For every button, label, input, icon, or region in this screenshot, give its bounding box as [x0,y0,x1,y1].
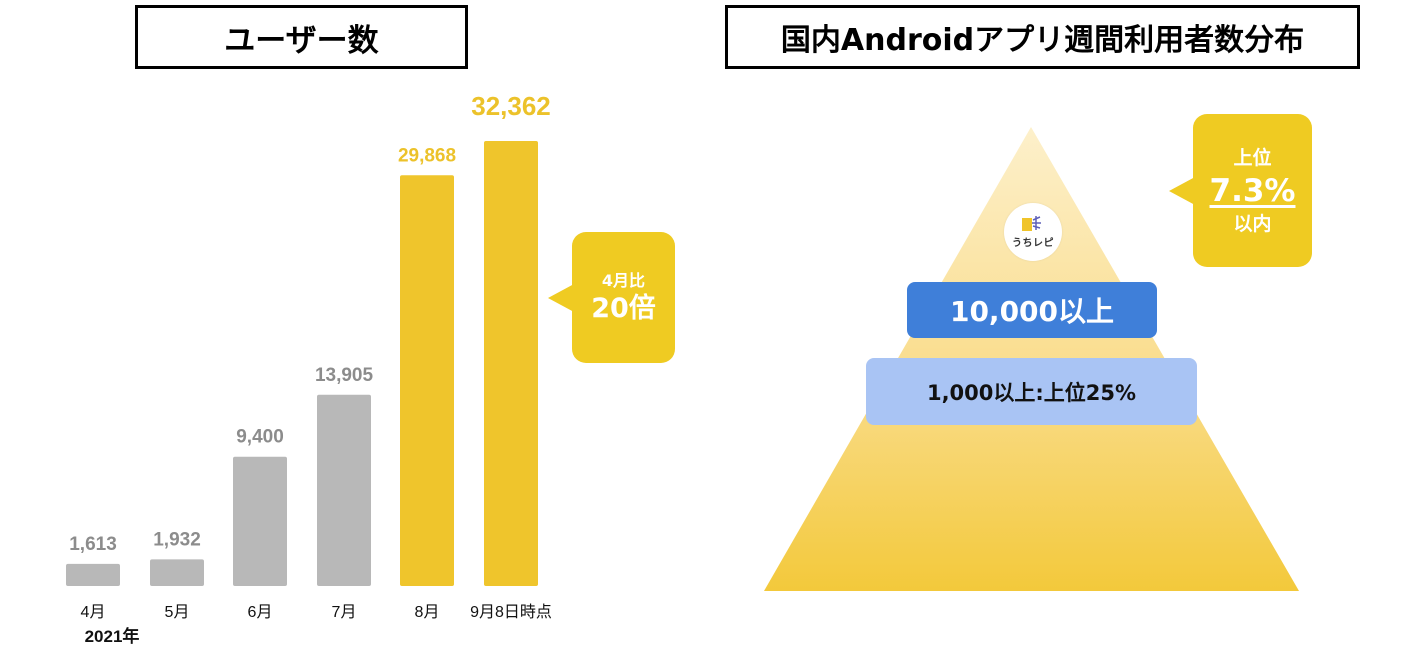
growth-callout-value: 20倍 [591,292,656,324]
category-label-0: 4月 [81,604,106,621]
top-rank-badge-caption: 上位 [1233,146,1272,169]
category-label-1: 5月 [165,604,190,621]
bar-2 [233,456,287,586]
bar-value-label-2: 9,400 [236,427,284,448]
tier-1000-plus: 1,000以上:上位25% [866,358,1197,425]
category-label-5: 9月8日時点 [470,603,552,621]
bar-1 [150,559,204,586]
bar-3 [317,394,371,586]
growth-callout-caption: 4月比 [601,270,646,290]
bar-value-label-3: 13,905 [315,365,374,386]
bar-5 [484,141,538,586]
tier-10000-plus: 10,000以上 [907,282,1157,338]
category-label-4: 8月 [415,604,440,621]
bar-value-label-4: 29,868 [398,145,456,166]
user-count-title: ユーザー数 [135,5,468,69]
bar-value-label-5: 32,362 [471,91,551,121]
category-label-3: 7月 [332,604,357,621]
bar-4 [400,175,454,586]
bar-value-label-0: 1,613 [69,534,117,555]
user-count-bar-chart: 1,613 4月 2021年 1,932 5月 9,400 6月 13,905 7月 29,868… [66,91,552,646]
app-logo: うちレピ [1004,203,1062,261]
bar-0 [66,563,120,586]
distribution-title: 国内Androidアプリ週間利用者数分布 [725,5,1360,69]
bar-value-label-1: 1,932 [153,529,201,550]
app-logo-icon [1022,216,1041,231]
category-sublabel-0: 2021年 [85,626,140,646]
category-label-2: 6月 [248,604,273,621]
app-logo-text: うちレピ [1012,238,1054,249]
top-rank-badge: 上位 7.3% 以内 [1169,114,1312,267]
top-rank-badge-value: 7.3% [1209,172,1296,209]
top-rank-badge-suffix: 以内 [1233,212,1272,235]
growth-callout: 4月比 20倍 [548,232,675,363]
